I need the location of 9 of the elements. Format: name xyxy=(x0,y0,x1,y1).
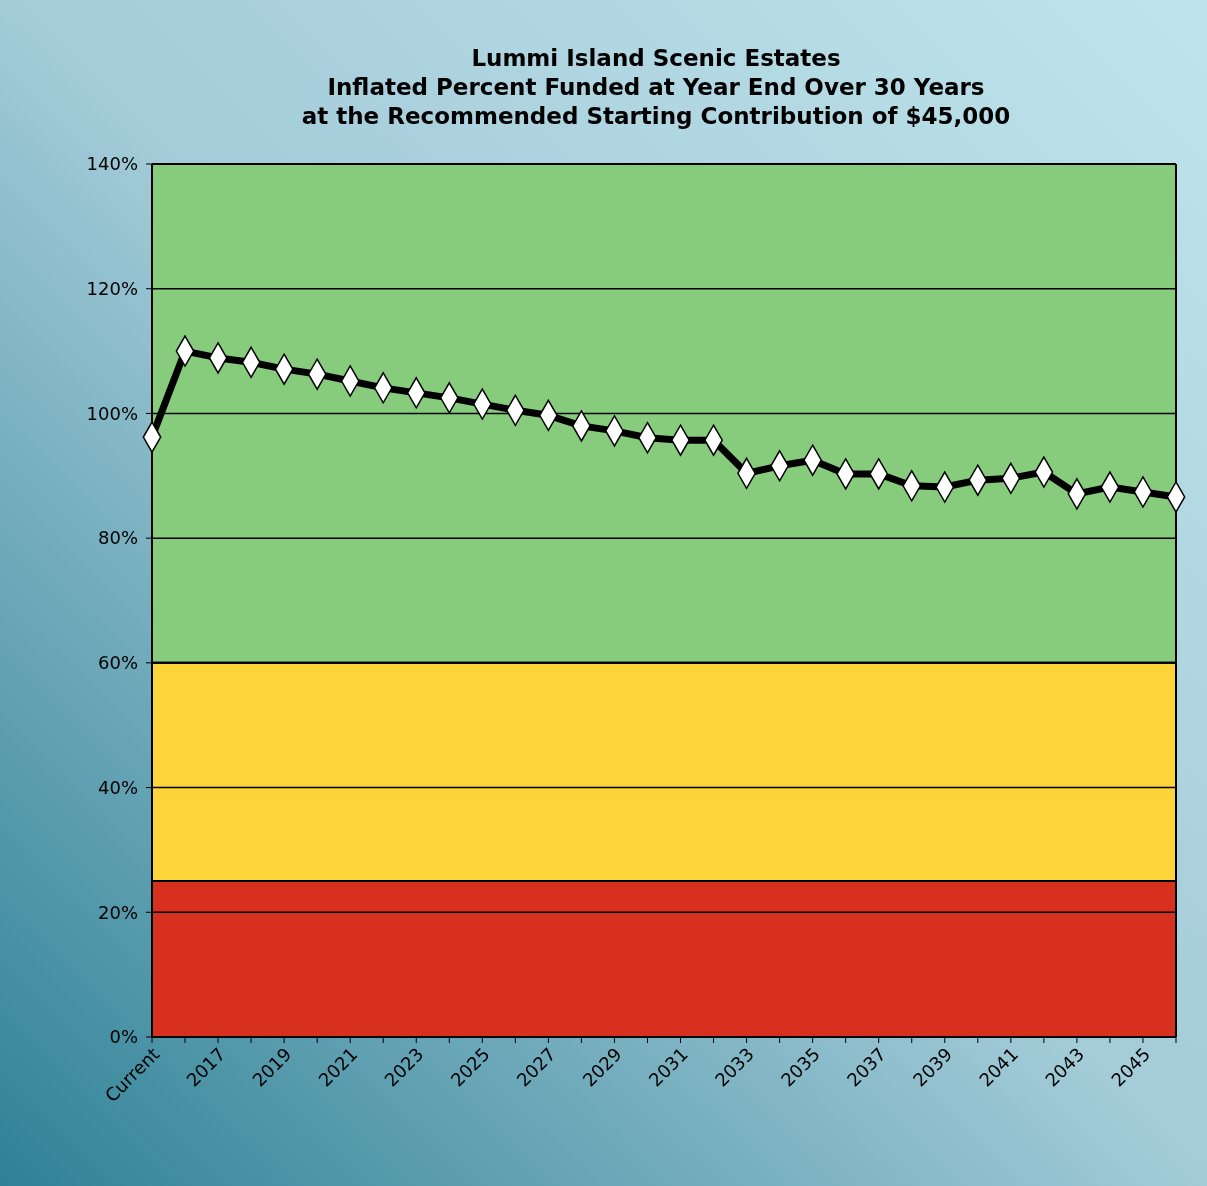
y-tick-label: 120% xyxy=(86,278,138,300)
y-tick-label: 40% xyxy=(97,776,138,798)
y-tick-label: 100% xyxy=(86,402,138,424)
y-tick-label: 0% xyxy=(109,1026,138,1048)
y-tick-label: 140% xyxy=(86,153,138,175)
y-tick-label: 60% xyxy=(97,652,138,674)
y-tick-label: 80% xyxy=(97,527,138,549)
chart-title: Lummi Island Scenic Estates Inflated Percent Funded at Year End Over 30 Years at the Recommended Starting Contribution of $45,000 xyxy=(301,45,1011,129)
y-tick-label: 20% xyxy=(97,901,138,923)
